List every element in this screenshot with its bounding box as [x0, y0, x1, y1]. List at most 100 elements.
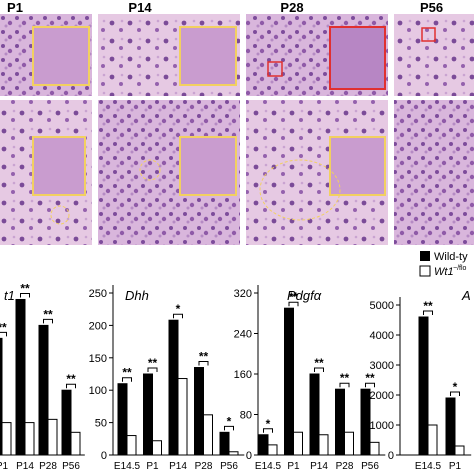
bar	[369, 441, 380, 456]
x-tick-label: P1	[287, 461, 300, 472]
bar	[258, 434, 269, 456]
y-tick-label: 3000	[370, 360, 394, 372]
x-tick-label: P14	[310, 461, 328, 472]
micrograph	[394, 14, 474, 96]
significance-bracket	[450, 391, 460, 396]
chart-title: A	[461, 288, 471, 303]
inset	[329, 26, 386, 90]
outline	[267, 61, 283, 77]
x-tick-label: P28	[195, 461, 213, 472]
x-tick-label: P28	[336, 461, 354, 472]
panel-label: P28	[280, 0, 303, 15]
micrograph	[394, 100, 474, 245]
y-tick-label: 160	[234, 369, 252, 381]
bar	[309, 373, 320, 456]
bar	[117, 383, 128, 456]
significance-bracket	[423, 310, 433, 315]
bar	[293, 431, 303, 456]
significance-label: *	[176, 302, 181, 316]
x-tick-label: P1	[449, 461, 462, 472]
chart-title: t1	[4, 288, 15, 303]
bar	[126, 435, 137, 456]
x-tick-label: P56	[62, 461, 80, 472]
bar	[15, 298, 26, 456]
x-tick-label: E14.5	[255, 461, 282, 472]
x-tick-label: E14.5	[114, 461, 141, 472]
bar	[284, 307, 294, 456]
significance-label: **	[314, 356, 324, 370]
y-tick-label: 200	[89, 320, 107, 332]
significance-bracket	[314, 367, 324, 372]
inset	[32, 136, 86, 196]
significance-label: *	[453, 380, 458, 394]
legend-swatch	[419, 265, 431, 277]
significance-label: **	[199, 350, 209, 364]
significance-bracket	[147, 367, 158, 372]
y-tick-label: 4000	[370, 330, 394, 342]
bar	[360, 388, 371, 456]
x-tick-label: P14	[16, 461, 34, 472]
bar	[318, 434, 329, 456]
micrographs	[0, 14, 474, 245]
outline	[421, 27, 436, 42]
bar	[344, 431, 354, 456]
chart-title: Dhh	[125, 288, 149, 303]
y-tick-label: 0	[388, 450, 394, 462]
bar	[267, 444, 278, 456]
outline	[259, 159, 341, 221]
significance-bracket	[339, 382, 350, 388]
significance-bracket	[288, 301, 299, 307]
significance-bracket	[0, 331, 7, 337]
y-tick-label: 240	[234, 329, 252, 341]
legend-superscript: −/flo	[453, 265, 467, 272]
significance-label: **	[365, 371, 375, 385]
y-tick-label: 0	[246, 450, 252, 462]
bar	[203, 414, 213, 456]
bar	[454, 445, 465, 456]
y-tick-label: 150	[89, 353, 107, 365]
bar	[219, 431, 230, 456]
significance-label: **	[122, 366, 132, 380]
bar	[152, 440, 162, 456]
bar	[0, 337, 3, 456]
inset	[179, 136, 237, 196]
significance-label: *	[227, 414, 232, 428]
bar	[418, 316, 429, 456]
significance-label: **	[0, 320, 7, 334]
significance-bracket	[224, 425, 234, 431]
significance-bracket	[198, 361, 209, 366]
inset	[329, 136, 386, 196]
inset	[32, 26, 90, 86]
y-tick-label: 320	[234, 288, 252, 300]
significance-label: **	[340, 371, 350, 385]
x-tick-label: E14.5	[415, 461, 442, 472]
bar	[143, 373, 153, 456]
bar	[427, 424, 438, 456]
x-tick-label: P56	[220, 461, 238, 472]
legend-swatch	[420, 251, 430, 261]
significance-bracket	[263, 428, 273, 433]
x-tick-label: P14	[169, 461, 187, 472]
panel-label: P14	[128, 0, 152, 15]
bar	[445, 397, 456, 456]
y-tick-label: 0	[101, 450, 107, 462]
significance-bracket	[122, 377, 132, 382]
bar	[335, 388, 345, 456]
y-tick-label: 1000	[370, 420, 394, 432]
y-tick-label: 80	[240, 410, 252, 422]
significance-label: **	[66, 372, 76, 386]
panel-label: P1	[7, 0, 23, 15]
x-tick-label: P1	[0, 461, 9, 472]
significance-label: *	[266, 417, 271, 431]
bar	[38, 324, 49, 456]
x-tick-label: P1	[146, 461, 159, 472]
panel-label: P56	[420, 0, 443, 15]
bar	[47, 418, 58, 456]
x-tick-label: P56	[361, 461, 379, 472]
significance-bracket	[173, 313, 183, 319]
bar	[1, 422, 12, 456]
legend-label: Wild-ty	[434, 251, 468, 263]
inset	[179, 26, 237, 86]
bar	[70, 431, 81, 456]
